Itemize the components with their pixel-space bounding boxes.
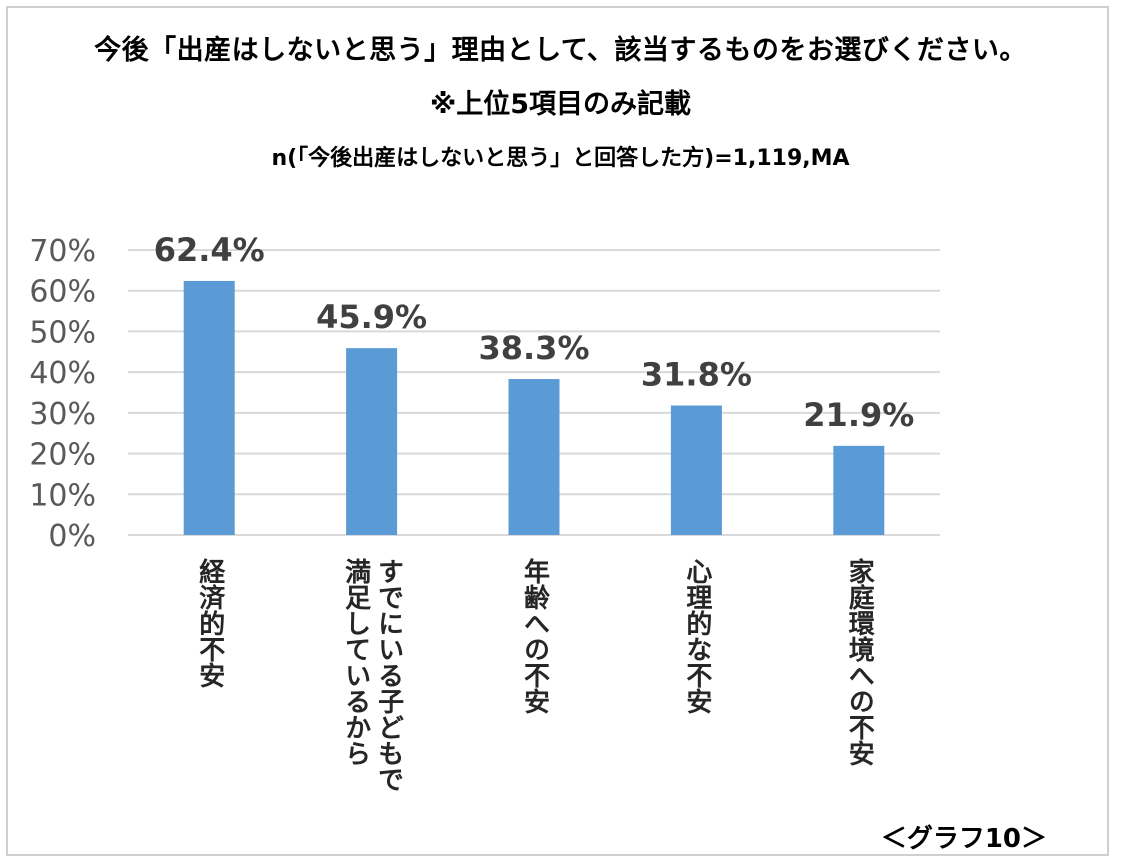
category-label: 心理的な不安 <box>681 558 712 714</box>
data-label: 21.9% <box>803 396 914 434</box>
y-tick-label: 0% <box>48 519 96 554</box>
data-label: 45.9% <box>316 298 427 336</box>
data-label: 31.8% <box>641 356 752 394</box>
category-label: すでにいる子どもで 満足しているから <box>340 558 404 792</box>
chart-title: 今後「出産はしないと思う」理由として、該当するものをお選びください。 <box>94 35 1027 66</box>
y-tick-label: 40% <box>29 356 96 391</box>
category-label: 年齢への不安 <box>519 558 550 714</box>
y-tick-label: 30% <box>29 397 96 432</box>
bar <box>670 405 722 535</box>
y-tick-label: 60% <box>29 275 96 310</box>
bar <box>833 445 885 535</box>
y-tick-label: 20% <box>29 438 96 473</box>
chart-title-note: ※上位5項目のみ記載 <box>429 89 692 120</box>
category-label: 家庭環境への不安 <box>844 558 875 766</box>
graph-caption: ＜グラフ10＞ <box>880 824 1047 854</box>
bar <box>508 379 560 535</box>
bar <box>346 348 398 535</box>
chart-subtitle: n(「今後出産はしないと思う」と回答した方)=1,119,MA <box>271 146 850 171</box>
y-tick-label: 70% <box>29 234 96 269</box>
y-tick-label: 50% <box>29 315 96 350</box>
y-tick-label: 10% <box>29 478 96 513</box>
data-label: 38.3% <box>478 329 589 367</box>
bar <box>183 280 235 535</box>
category-label: 経済的不安 <box>194 558 225 688</box>
data-label: 62.4% <box>154 231 265 269</box>
